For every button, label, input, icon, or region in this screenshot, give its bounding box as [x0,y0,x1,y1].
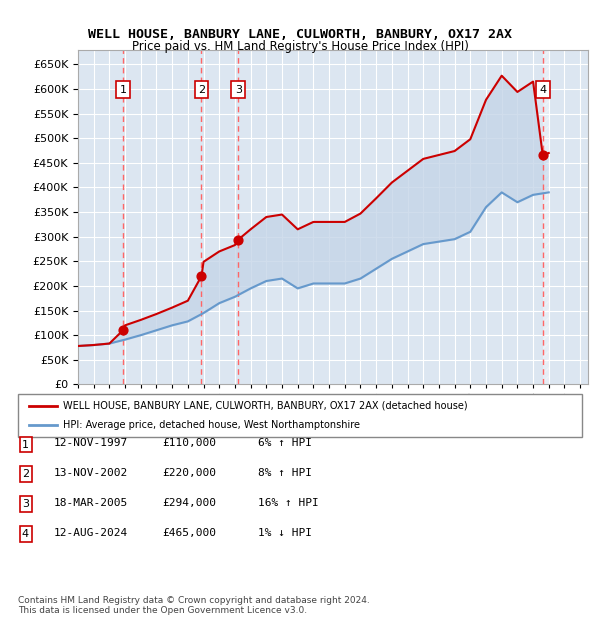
Text: 4: 4 [539,85,547,95]
Text: WELL HOUSE, BANBURY LANE, CULWORTH, BANBURY, OX17 2AX (detached house): WELL HOUSE, BANBURY LANE, CULWORTH, BANB… [63,401,468,411]
Text: 12-AUG-2024: 12-AUG-2024 [54,528,128,538]
Text: £465,000: £465,000 [162,528,216,538]
FancyBboxPatch shape [18,394,582,437]
Text: 4: 4 [22,529,29,539]
Text: Price paid vs. HM Land Registry's House Price Index (HPI): Price paid vs. HM Land Registry's House … [131,40,469,53]
FancyBboxPatch shape [19,526,32,542]
Point [197,271,206,281]
Text: £220,000: £220,000 [162,468,216,478]
Point [118,326,128,335]
Text: 1: 1 [119,85,127,95]
Point [233,235,243,245]
Text: 1% ↓ HPI: 1% ↓ HPI [258,528,312,538]
Text: £294,000: £294,000 [162,498,216,508]
Text: 3: 3 [22,499,29,509]
Text: 2: 2 [198,85,205,95]
FancyBboxPatch shape [19,496,32,512]
Text: £110,000: £110,000 [162,438,216,448]
Text: 1: 1 [22,440,29,450]
Point [538,151,548,161]
FancyBboxPatch shape [19,436,32,453]
Text: 6% ↑ HPI: 6% ↑ HPI [258,438,312,448]
FancyBboxPatch shape [19,466,32,482]
Text: 16% ↑ HPI: 16% ↑ HPI [258,498,319,508]
Text: 2: 2 [22,469,29,479]
Text: WELL HOUSE, BANBURY LANE, CULWORTH, BANBURY, OX17 2AX: WELL HOUSE, BANBURY LANE, CULWORTH, BANB… [88,28,512,41]
Text: 13-NOV-2002: 13-NOV-2002 [54,468,128,478]
Text: 18-MAR-2005: 18-MAR-2005 [54,498,128,508]
Text: Contains HM Land Registry data © Crown copyright and database right 2024.
This d: Contains HM Land Registry data © Crown c… [18,596,370,615]
Text: 8% ↑ HPI: 8% ↑ HPI [258,468,312,478]
Text: 3: 3 [235,85,242,95]
Text: 12-NOV-1997: 12-NOV-1997 [54,438,128,448]
Text: HPI: Average price, detached house, West Northamptonshire: HPI: Average price, detached house, West… [63,420,360,430]
